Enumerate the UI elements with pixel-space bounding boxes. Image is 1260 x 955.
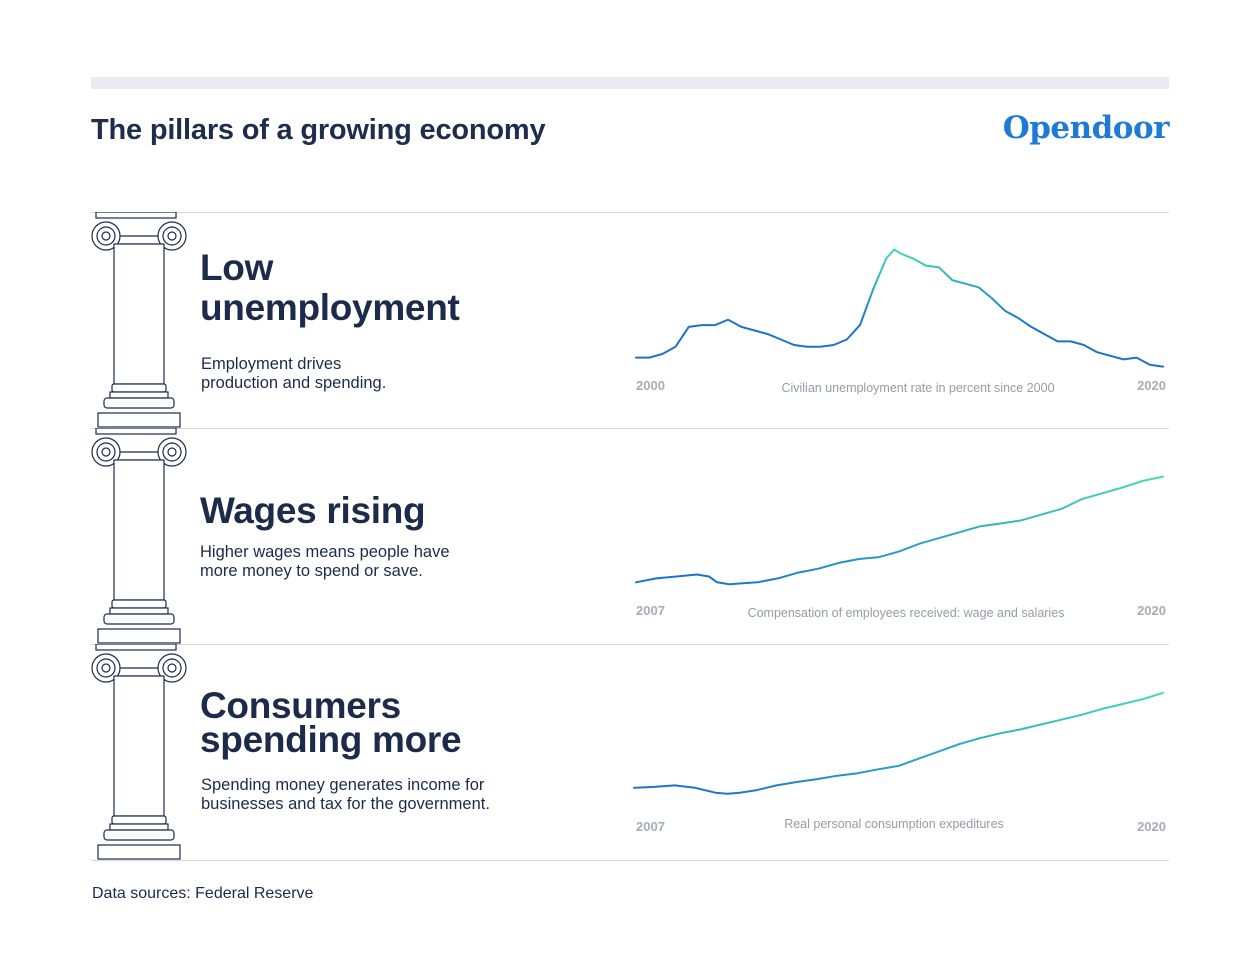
chart-caption: Compensation of employees received: wage…: [748, 606, 1065, 620]
x-end-label: 2020: [1137, 603, 1166, 618]
section-description: Higher wages means people have more money…: [200, 543, 450, 580]
section-divider: [91, 644, 1169, 645]
x-start-label: 2000: [636, 378, 665, 393]
ionic-column-icon: [91, 644, 187, 860]
section-description: Spending money generates income for busin…: [201, 776, 490, 813]
section-heading: Low unemployment: [200, 247, 460, 328]
chart-caption: Real personal consumption expeditures: [784, 817, 1004, 831]
series-line: [635, 248, 1164, 368]
x-start-label: 2007: [636, 603, 665, 618]
section-heading: Wages rising: [200, 490, 426, 531]
section-divider: [91, 860, 1169, 861]
series-line: [635, 475, 1164, 586]
data-source-note: Data sources: Federal Reserve: [92, 885, 314, 902]
ionic-column-icon: [91, 428, 187, 644]
wages-chart: 2007 2020 Compensation of employees rece…: [635, 475, 1166, 620]
section-heading: Consumers spending more: [200, 685, 462, 760]
chart-caption: Civilian unemployment rate in percent si…: [781, 381, 1054, 395]
section-description: Employment drives production and spending…: [201, 355, 387, 392]
series-line: [633, 691, 1164, 795]
x-end-label: 2020: [1137, 378, 1166, 393]
section-divider: [91, 212, 1169, 213]
unemployment-chart: 2000 2020 Civilian unemployment rate in …: [635, 248, 1166, 395]
x-start-label: 2007: [636, 819, 665, 834]
ionic-column-icon: [91, 212, 187, 428]
top-bar: [91, 77, 1169, 89]
page-title: The pillars of a growing economy: [91, 114, 546, 146]
x-end-label: 2020: [1137, 819, 1166, 834]
consumption-chart: 2007 2020 Real personal consumption expe…: [633, 691, 1166, 834]
opendoor-logo: Opendoor: [1002, 110, 1170, 146]
section-divider: [91, 428, 1169, 429]
